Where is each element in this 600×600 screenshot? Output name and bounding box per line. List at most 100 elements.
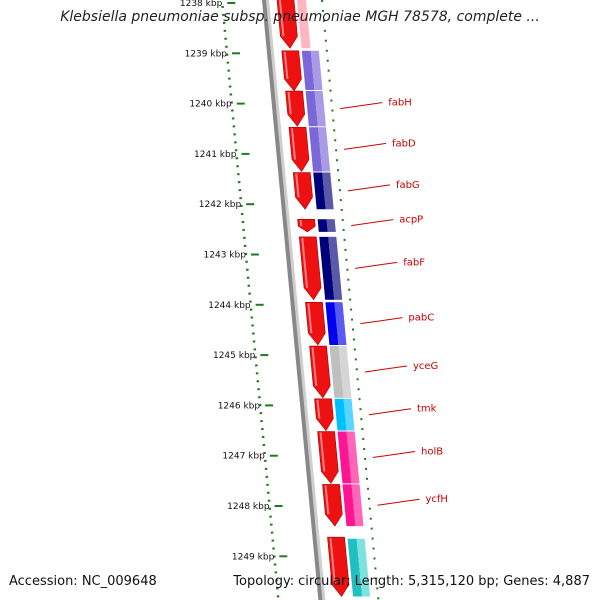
gene-leader-line — [368, 408, 412, 416]
gene-block-tint — [317, 127, 331, 172]
ruler-tick-label: 1240 kbp — [189, 100, 232, 110]
gene-leader-line — [377, 498, 420, 506]
gene-leader-line — [351, 219, 394, 227]
gene-block — [334, 398, 347, 431]
feature-tracks — [261, 0, 371, 600]
gene-block — [308, 127, 323, 172]
arrow-highlight — [290, 128, 296, 160]
gene-block — [296, 0, 311, 49]
ruler-tick-label: 1242 kbp — [199, 200, 242, 210]
gene-block-outer — [328, 236, 343, 300]
arrow-highlight — [316, 399, 321, 419]
gene-block-outer — [314, 91, 326, 127]
gene-block — [313, 172, 326, 210]
ruler-tick-label: 1239 kbp — [185, 49, 228, 59]
gene-block — [342, 484, 356, 527]
gene-block-tint — [351, 484, 364, 527]
forward-cds-arrow — [314, 398, 334, 432]
arrow-highlight — [301, 237, 309, 288]
gene-block-outer — [338, 346, 352, 398]
forward-cds-arrow — [288, 126, 310, 173]
genome-summary: Topology: circular; Length: 5,315,120 bp; G… — [233, 574, 590, 589]
gene-label: pabC — [408, 313, 434, 324]
gene-block-tint — [328, 236, 343, 300]
ruler-tick-label: 1244 kbp — [208, 301, 251, 311]
arrow-highlight — [278, 0, 285, 37]
gene-leader-line — [340, 102, 383, 110]
gene-label: tmk — [417, 404, 437, 415]
outer-guide — [320, 0, 380, 600]
gene-count: Genes: 4,887 — [503, 574, 590, 589]
ruler-tick-label: 1249 kbp — [232, 552, 275, 562]
gene-block-outer — [322, 172, 334, 210]
gene-block — [319, 236, 335, 300]
gene-block-outer — [310, 50, 323, 91]
gene-leader-line — [347, 184, 391, 192]
ruler-tick-label: 1245 kbp — [213, 351, 256, 361]
ruler-tick-label: 1246 kbp — [218, 401, 261, 411]
topology-key: Topology: — [233, 574, 295, 589]
forward-cds-arrow — [305, 301, 326, 346]
gene-block — [347, 538, 363, 597]
gene-leader-line — [360, 317, 403, 325]
gene-label: fabF — [403, 257, 425, 268]
kbp-ruler: 1238 kbp 1239 kbp 1240 kbp 1241 kbp 1242 kbp… — [180, 0, 380, 600]
gene-leader-line — [355, 261, 398, 269]
gene-label: ycfH — [425, 494, 447, 505]
gene-label: acpP — [399, 215, 423, 226]
ruler-tick-label: 1241 kbp — [194, 150, 237, 160]
gene-block — [305, 91, 318, 127]
forward-cds-arrow — [322, 484, 343, 527]
gene-block — [317, 219, 328, 232]
gene-block-tint — [346, 431, 360, 484]
gene-block-tint — [314, 91, 326, 127]
forward-cds-arrow — [298, 236, 322, 301]
gene-label: yceG — [413, 361, 438, 372]
arrow-highlight — [307, 303, 313, 334]
map-title: Klebsiella pneumoniae subsp. pneumoniae … — [60, 9, 540, 25]
gene-block-tint — [338, 346, 352, 398]
forward-cds-arrow — [281, 50, 302, 92]
forward-cds-arrow — [327, 536, 350, 598]
gene-label: holB — [421, 446, 443, 457]
gene-block-tint — [334, 302, 347, 346]
arrow-highlight — [299, 220, 303, 227]
gene-block-outer — [346, 431, 360, 484]
gene-leader-line — [364, 365, 408, 373]
forward-cds-arrow — [309, 345, 331, 399]
ruler-tick-label: 1238 kbp — [180, 0, 223, 9]
ruler-tick-label: 1248 kbp — [227, 502, 270, 512]
forward-cds-arrow — [317, 431, 339, 484]
gene-block — [301, 50, 315, 91]
gene-block-tint — [343, 398, 355, 431]
gene-block-tint — [326, 219, 336, 232]
arrow-highlight — [324, 485, 330, 515]
gene-block-outer — [343, 398, 355, 431]
forward-cds-arrow — [297, 218, 316, 233]
gene-block-outer — [351, 484, 364, 527]
gene-block-outer — [334, 302, 347, 346]
gene-labels: fabH fabD fabG acpP fabF pabC yceG tmk holB ycfH — [340, 98, 448, 506]
gene-block — [325, 302, 339, 346]
gene-label: fabG — [396, 180, 420, 191]
forward-cds-arrow — [285, 90, 306, 127]
arrow-highlight — [311, 346, 318, 386]
forward-cds-arrow — [276, 0, 298, 49]
ruler-tick-label: 1243 kbp — [204, 251, 247, 261]
arrow-highlight — [319, 432, 326, 472]
gene-block-tint — [322, 172, 334, 210]
ruler-tick-label: 1247 kbp — [222, 452, 265, 462]
arrow-highlight — [283, 51, 289, 80]
gene-leader-line — [372, 450, 416, 458]
gene-label: fabH — [388, 98, 412, 109]
arrow-highlight — [287, 91, 292, 115]
gene-block — [329, 346, 344, 398]
gene-block-outer — [326, 219, 336, 232]
gene-block-outer — [317, 127, 331, 172]
genome-length: Length: 5,315,120 bp; — [354, 574, 500, 589]
topology-value: circular; — [298, 574, 351, 589]
gene-leader-line — [343, 142, 387, 150]
gene-label: fabD — [392, 138, 416, 149]
backbone-line — [261, 0, 323, 600]
